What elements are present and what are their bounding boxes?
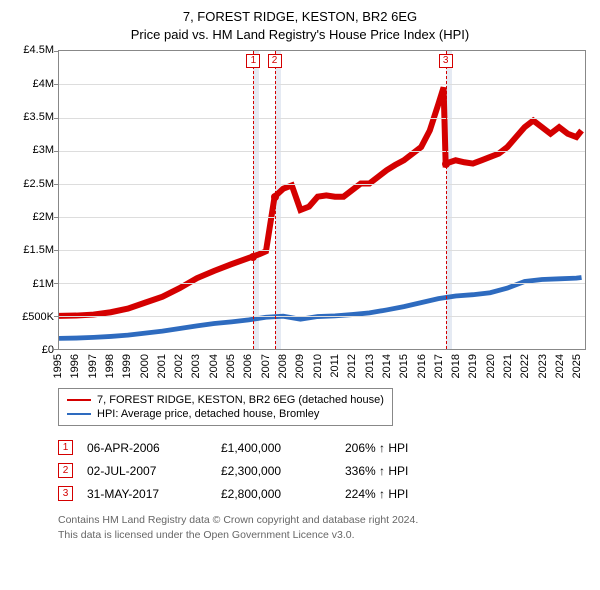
event-date: 06-APR-2006: [87, 441, 207, 455]
x-tick-label: 2008: [277, 354, 289, 378]
title-line-2: Price paid vs. HM Land Registry's House …: [10, 26, 590, 44]
gridline: [59, 84, 585, 85]
chart-title: 7, FOREST RIDGE, KESTON, BR2 6EG Price p…: [10, 8, 590, 44]
event-number-box: 1: [58, 440, 73, 455]
event-dot: [271, 193, 279, 201]
legend-swatch: [67, 413, 91, 415]
legend-label: HPI: Average price, detached house, Brom…: [97, 408, 319, 420]
y-tick-label: £1M: [33, 278, 54, 290]
gridline: [59, 151, 585, 152]
x-tick-label: 2007: [260, 354, 272, 378]
x-tick-label: 2022: [519, 354, 531, 378]
event-marker: 2: [268, 54, 282, 68]
y-axis: £0£500K£1M£1.5M£2M£2.5M£3M£3.5M£4M£4.5M: [10, 50, 58, 350]
legend-item: 7, FOREST RIDGE, KESTON, BR2 6EG (detach…: [67, 393, 384, 407]
x-tick-label: 2016: [416, 354, 428, 378]
x-tick-label: 2014: [381, 354, 393, 378]
gridline: [59, 184, 585, 185]
y-tick-label: £1.5M: [23, 244, 54, 256]
plot-region: 12 3: [58, 50, 586, 350]
x-tick-label: 2000: [139, 354, 151, 378]
x-tick-label: 2015: [398, 354, 410, 378]
legend-item: HPI: Average price, detached house, Brom…: [67, 407, 384, 421]
attribution: Contains HM Land Registry data © Crown c…: [58, 513, 590, 541]
x-tick-label: 2011: [329, 354, 341, 378]
event-number-box: 2: [58, 463, 73, 478]
x-tick-label: 1997: [87, 354, 99, 378]
x-tick-label: 2024: [554, 354, 566, 378]
event-dash: [446, 51, 447, 349]
x-tick-label: 2021: [502, 354, 514, 378]
event-row: 1 06-APR-2006 £1,400,000 206% ↑ HPI: [58, 436, 590, 459]
event-dot: [249, 253, 257, 261]
x-tick-label: 2002: [173, 354, 185, 378]
x-tick-label: 2010: [312, 354, 324, 378]
gridline: [59, 283, 585, 284]
gridline: [59, 217, 585, 218]
attribution-line-1: Contains HM Land Registry data © Crown c…: [58, 513, 590, 527]
legend-swatch: [67, 399, 91, 401]
figure: 7, FOREST RIDGE, KESTON, BR2 6EG Price p…: [0, 0, 600, 590]
x-tick-label: 2018: [450, 354, 462, 378]
y-tick-label: £3.5M: [23, 111, 54, 123]
x-tick-label: 1996: [69, 354, 81, 378]
chart-area: £0£500K£1M£1.5M£2M£2.5M£3M£3.5M£4M£4.5M …: [10, 50, 590, 380]
y-tick-label: £500K: [22, 311, 54, 323]
event-number-box: 3: [58, 486, 73, 501]
gridline: [59, 118, 585, 119]
y-tick-label: £2M: [33, 211, 54, 223]
x-tick-label: 2023: [537, 354, 549, 378]
event-hpi: 206% ↑ HPI: [345, 441, 408, 455]
gridline: [59, 250, 585, 251]
x-tick-label: 1995: [52, 354, 64, 378]
x-tick-label: 2009: [294, 354, 306, 378]
event-row: 2 02-JUL-2007 £2,300,000 336% ↑ HPI: [58, 459, 590, 482]
gridline: [59, 316, 585, 317]
event-dash: [253, 51, 254, 349]
y-tick-label: £2.5M: [23, 178, 54, 190]
x-tick-label: 2013: [364, 354, 376, 378]
event-hpi: 336% ↑ HPI: [345, 464, 408, 478]
event-marker: 1: [246, 54, 260, 68]
x-tick-label: 2025: [571, 354, 583, 378]
x-tick-label: 1999: [121, 354, 133, 378]
x-tick-label: 2005: [225, 354, 237, 378]
x-tick-label: 2020: [485, 354, 497, 378]
events-table: 1 06-APR-2006 £1,400,000 206% ↑ HPI 2 02-JUL-…: [58, 436, 590, 505]
event-price: £2,300,000: [221, 464, 331, 478]
title-line-1: 7, FOREST RIDGE, KESTON, BR2 6EG: [10, 8, 590, 26]
y-tick-label: £4.5M: [23, 44, 54, 56]
event-price: £2,800,000: [221, 487, 331, 501]
event-date: 31-MAY-2017: [87, 487, 207, 501]
x-tick-label: 2017: [433, 354, 445, 378]
x-tick-label: 2004: [208, 354, 220, 378]
x-tick-label: 2001: [156, 354, 168, 378]
series-property: [59, 88, 582, 316]
y-tick-label: £4M: [33, 78, 54, 90]
legend-label: 7, FOREST RIDGE, KESTON, BR2 6EG (detach…: [97, 394, 384, 406]
event-date: 02-JUL-2007: [87, 464, 207, 478]
x-tick-label: 2012: [346, 354, 358, 378]
x-tick-label: 2019: [467, 354, 479, 378]
y-tick-label: £3M: [33, 144, 54, 156]
attribution-line-2: This data is licensed under the Open Gov…: [58, 528, 590, 542]
x-tick-label: 1998: [104, 354, 116, 378]
event-marker: 3: [439, 54, 453, 68]
x-axis: 1995199619971998199920002001200220032004…: [58, 350, 586, 380]
event-hpi: 224% ↑ HPI: [345, 487, 408, 501]
series-svg: [59, 51, 585, 349]
x-tick-label: 2006: [242, 354, 254, 378]
event-row: 3 31-MAY-2017 £2,800,000 224% ↑ HPI: [58, 482, 590, 505]
event-dot: [442, 160, 450, 168]
x-tick-label: 2003: [190, 354, 202, 378]
event-price: £1,400,000: [221, 441, 331, 455]
legend: 7, FOREST RIDGE, KESTON, BR2 6EG (detach…: [58, 388, 393, 426]
